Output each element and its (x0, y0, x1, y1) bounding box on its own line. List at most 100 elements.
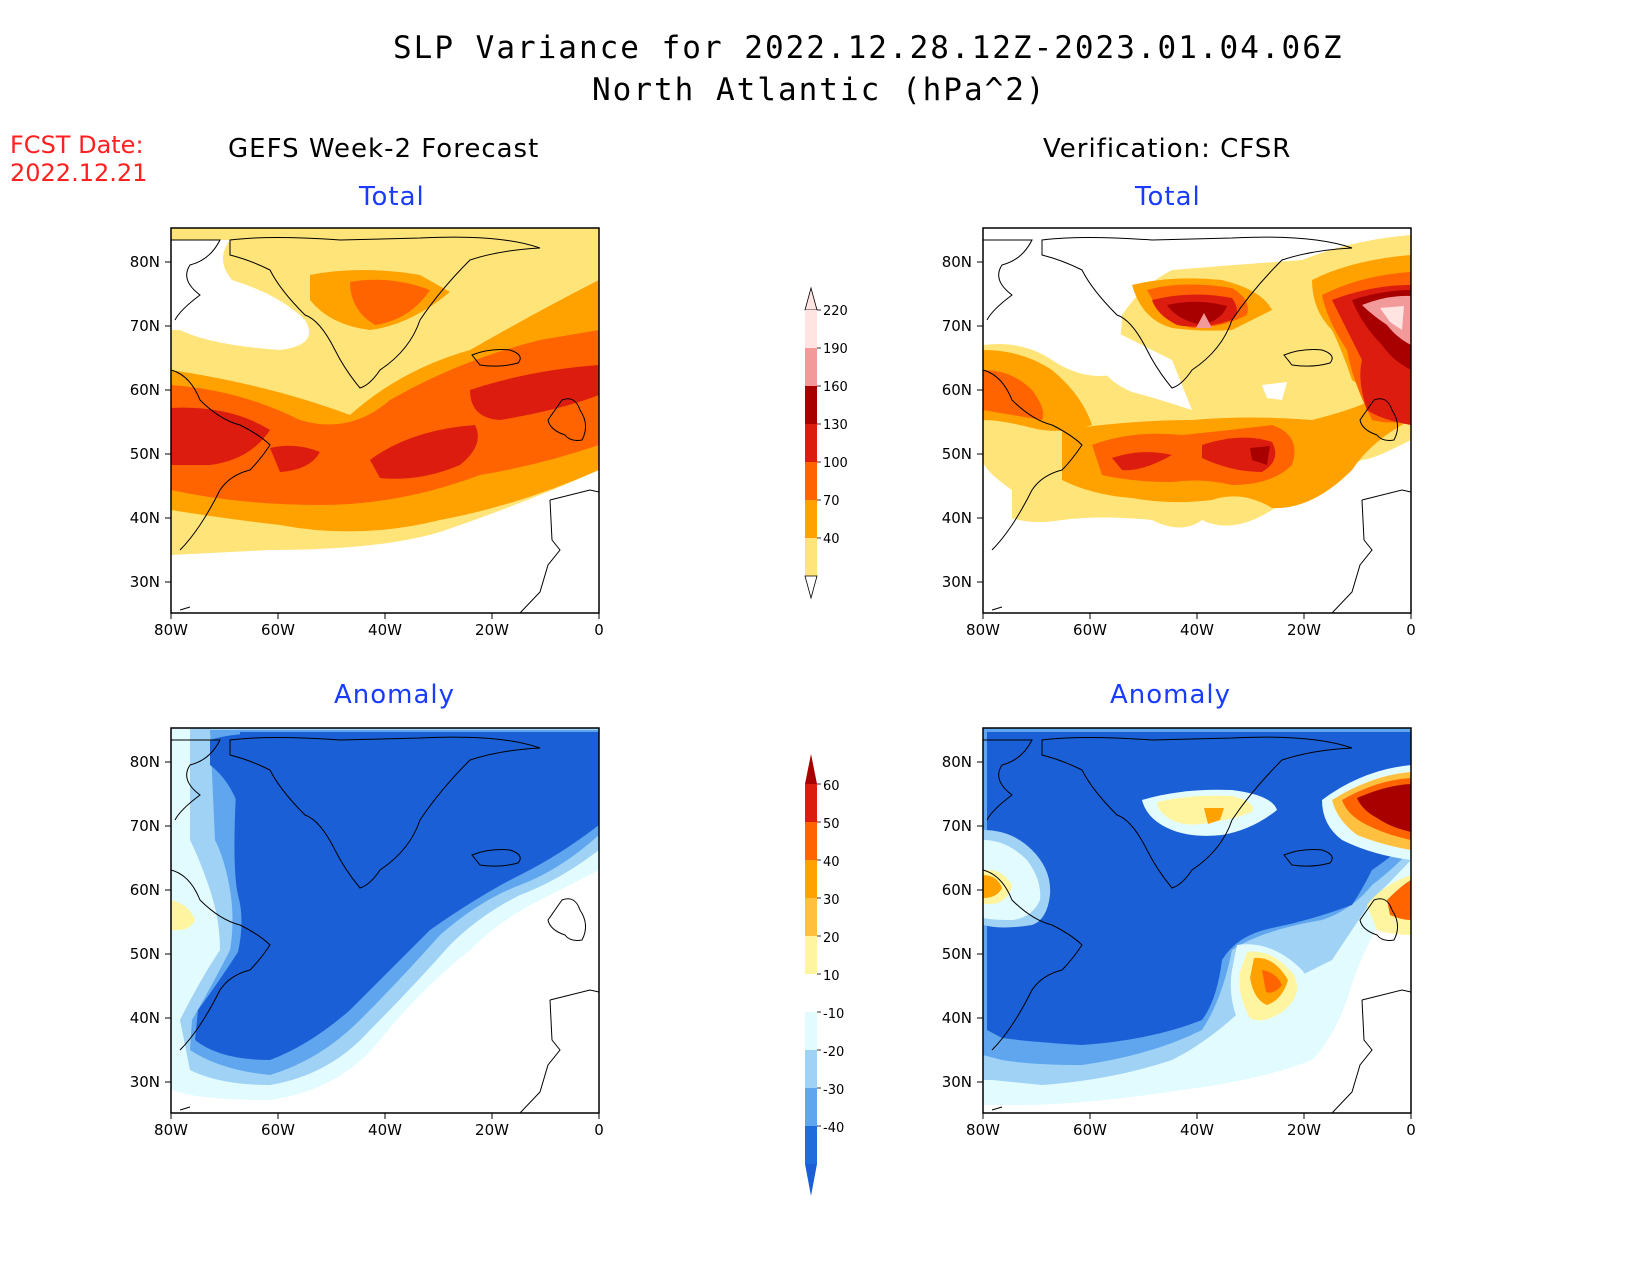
fill-100-west (983, 370, 1044, 420)
lon-label: 0 (1406, 621, 1416, 639)
lat-axis: 80N 70N 60N 50N 40N 30N (942, 253, 972, 591)
legend-total-swatch (805, 538, 817, 576)
lat-label: 70N (942, 817, 972, 835)
coast-greenland (229, 736, 541, 889)
fill-130-mid (370, 425, 478, 479)
legend-anomaly-label: -30 (823, 1083, 844, 1098)
fill-10 (171, 900, 195, 931)
coast-greenland (1041, 736, 1353, 889)
map-forecast-total: 80N 70N 60N 50N 40N 30N 80W 60W 40W 20W … (130, 227, 604, 639)
coast-iberia (1331, 989, 1411, 1113)
map-forecast-anomaly: 80N 70N 60N 50N 40N 30N 80W 60W 40W 20W … (130, 727, 604, 1139)
lat-axis: 80N 70N 60N 50N 40N 30N (942, 753, 972, 1091)
legend-anomaly-label: -10 (823, 1007, 844, 1022)
coast-greenland (1041, 236, 1353, 389)
lon-label: 60W (261, 1121, 295, 1139)
legend-anomaly-label: 40 (823, 855, 840, 870)
lon-label: 0 (594, 1121, 604, 1139)
coast-iceland (471, 349, 521, 367)
legend-anomaly-extend-bottom (805, 1164, 817, 1196)
fill-220-ne (1380, 306, 1404, 330)
lat-label: 30N (130, 573, 160, 591)
lon-label: 40W (1180, 1121, 1214, 1139)
legend-anomaly-swatch (805, 974, 817, 1012)
legend-total-swatch (805, 310, 817, 348)
main-title-line2: North Atlantic (hPa^2) (592, 72, 1047, 108)
lat-label: 60N (130, 881, 160, 899)
legend-anomaly-label: 20 (823, 931, 840, 946)
lon-label: 20W (1287, 1121, 1321, 1139)
lat-label: 50N (942, 445, 972, 463)
legend-anomaly: 60 50 40 30 20 10 -10 -20 -30 -40 (805, 754, 844, 1196)
lon-axis: 80W 60W 40W 20W 0 (154, 1121, 604, 1139)
fill-40-uk (1387, 880, 1411, 920)
legend-total-label: 100 (823, 456, 848, 471)
legend-total-extend-top (804, 286, 818, 311)
legend-anomaly-swatch (805, 784, 817, 822)
lon-label: 80W (966, 621, 1000, 639)
lat-label: 70N (942, 317, 972, 335)
lat-label: 60N (130, 381, 160, 399)
lat-label: 40N (942, 509, 972, 527)
fcst-date-label: FCST Date: (10, 131, 144, 159)
legend-anomaly-swatch (805, 936, 817, 974)
lon-axis: 80W 60W 40W 20W 0 (966, 1121, 1416, 1139)
coast-canada (171, 239, 271, 611)
lon-label: 20W (475, 621, 509, 639)
lat-label: 40N (130, 509, 160, 527)
fill-m40 (195, 732, 599, 1060)
fcst-date-value: 2022.12.21 (10, 159, 148, 187)
lon-label: 60W (1073, 621, 1107, 639)
panel-title-forecast-anomaly: Anomaly (334, 680, 456, 710)
legend-total-label: 190 (823, 342, 848, 357)
legend-total: 220 190 160 130 100 70 40 (804, 286, 848, 600)
lon-label: 20W (1287, 621, 1321, 639)
legend-total-swatch (805, 348, 817, 386)
main-title-line1: SLP Variance for 2022.12.28.12Z-2023.01.… (393, 30, 1344, 66)
fill-130-nfld (270, 445, 320, 472)
legend-anomaly-swatch (805, 898, 817, 936)
coast-iceland (1283, 849, 1333, 867)
fill-below-40-hole (1262, 382, 1287, 400)
lon-label: 20W (475, 1121, 509, 1139)
legend-total-label: 220 (823, 304, 848, 319)
lat-label: 60N (942, 881, 972, 899)
fill-160-mid (1250, 446, 1270, 465)
lat-label: 30N (942, 573, 972, 591)
lat-label: 70N (130, 317, 160, 335)
map-verification-total: 80N 70N 60N 50N 40N 30N 80W 60W 40W 20W … (942, 227, 1416, 639)
lat-label: 80N (130, 753, 160, 771)
legend-total-swatch (805, 462, 817, 500)
lon-label: 80W (966, 1121, 1000, 1139)
legend-total-swatch (805, 386, 817, 424)
coast-iberia (519, 989, 599, 1113)
legend-total-swatch (805, 424, 817, 462)
fill-130-mid (1112, 452, 1172, 471)
lat-label: 60N (942, 381, 972, 399)
coast-canada (983, 239, 1083, 611)
map-verification-anomaly: 80N 70N 60N 50N 40N 30N 80W 60W 40W 20W … (942, 727, 1416, 1139)
coast-canada (171, 739, 271, 1111)
lat-label: 30N (130, 1073, 160, 1091)
legend-anomaly-swatch (805, 1126, 817, 1164)
panel-title-verification-total: Total (1135, 182, 1201, 212)
lat-label: 70N (130, 817, 160, 835)
legend-total-label: 40 (823, 532, 840, 547)
lon-label: 80W (154, 621, 188, 639)
lon-label: 60W (1073, 1121, 1107, 1139)
coast-canada (983, 739, 1083, 1111)
legend-total-label: 130 (823, 418, 848, 433)
panel-title-verification-anomaly: Anomaly (1110, 680, 1232, 710)
fill-m40 (987, 732, 1411, 1045)
coast-uk (1359, 898, 1398, 941)
lat-label: 40N (942, 1009, 972, 1027)
coast-greenland (229, 236, 541, 389)
lat-axis: 80N 70N 60N 50N 40N 30N (130, 753, 160, 1091)
fill-130-east (470, 365, 599, 420)
legend-anomaly-swatch (805, 1050, 817, 1088)
fill-160-north (1167, 301, 1227, 325)
lat-label: 80N (942, 753, 972, 771)
lat-label: 50N (942, 945, 972, 963)
legend-anomaly-label: -40 (823, 1121, 844, 1136)
coast-iberia (519, 489, 599, 613)
